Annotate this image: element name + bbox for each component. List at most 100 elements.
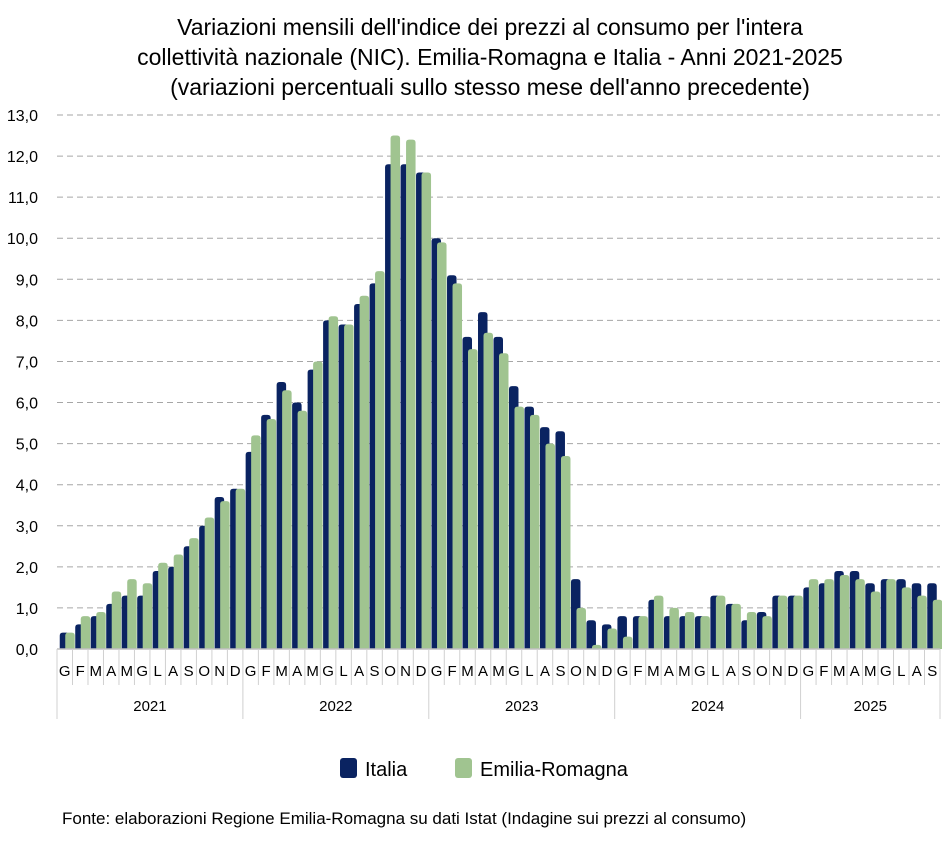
y-axis: 0,0 1,0 2,0 3,0 4,0 5,0 6,0 7,0 8,0 9,0 10,0 11,0 12… [7, 108, 38, 659]
x-month-label: N [772, 663, 783, 680]
bar-emilia-romagna [189, 538, 199, 649]
bar-emilia-romagna [483, 332, 494, 649]
x-month-label: L [525, 663, 533, 680]
x-month-label: M [461, 663, 474, 680]
x-year-label: 2022 [319, 698, 352, 715]
x-month-label: F [447, 663, 456, 680]
x-month-label: A [850, 663, 860, 680]
bar-emilia-romagna [251, 435, 261, 649]
x-month-label: S [741, 663, 751, 680]
x-month-label: A [664, 663, 674, 680]
x-month-label: G [245, 663, 257, 680]
x-month-label: M [306, 663, 319, 680]
x-month-label: F [76, 663, 85, 680]
bar-emilia-romagna [731, 603, 741, 649]
bar-emilia-romagna [715, 595, 726, 649]
legend-label: Emilia-Romagna [480, 759, 629, 781]
bar-emilia-romagna [700, 616, 710, 649]
bar-emilia-romagna [870, 591, 881, 649]
x-month-label: G [508, 663, 520, 680]
bar-emilia-romagna [313, 361, 323, 649]
chart-title-line: (variazioni percentuali sullo stesso mes… [170, 74, 810, 100]
x-month-label: A [478, 663, 488, 680]
x-month-label: F [262, 663, 271, 680]
bar-emilia-romagna [839, 575, 850, 649]
bar-emilia-romagna [576, 607, 586, 649]
bar-emilia-romagna [607, 628, 617, 649]
x-month-label: D [602, 663, 613, 680]
bar-emilia-romagna [142, 583, 153, 649]
x-month-label: M [864, 663, 877, 680]
bar-emilia-romagna [158, 562, 168, 649]
bar-emilia-romagna [886, 579, 896, 649]
x-year-label: 2024 [691, 698, 724, 715]
bar-emilia-romagna [855, 579, 865, 649]
x-month-label: A [354, 663, 364, 680]
bar-emilia-romagna [111, 591, 122, 649]
x-year-label: 2021 [133, 698, 166, 715]
bar-emilia-romagna [328, 316, 339, 649]
bar-emilia-romagna [901, 587, 912, 649]
x-month-label: A [168, 663, 178, 680]
x-month-label: O [198, 663, 210, 680]
x-month-label: S [555, 663, 565, 680]
y-tick-label: 3,0 [16, 519, 38, 536]
bar-emilia-romagna [390, 135, 401, 650]
bar-emilia-romagna [746, 612, 757, 649]
y-tick-label: 4,0 [16, 478, 38, 495]
bar-emilia-romagna [917, 595, 927, 649]
bar-emilia-romagna [297, 410, 308, 649]
x-year-label: 2023 [505, 698, 538, 715]
bar-emilia-romagna [529, 414, 540, 649]
x-month-label: N [586, 663, 597, 680]
bar-emilia-romagna [359, 295, 370, 649]
bar-emilia-romagna [173, 554, 184, 649]
y-tick-label: 6,0 [16, 396, 38, 413]
x-month-label: A [912, 663, 922, 680]
x-month-label: L [339, 663, 347, 680]
bar-emilia-romagna [235, 488, 246, 649]
y-tick-label: 11,0 [8, 190, 38, 207]
bar-emilia-romagna [762, 616, 772, 649]
bar-emilia-romagna [344, 324, 354, 649]
x-month-label: G [880, 663, 892, 680]
x-month-label: D [416, 663, 427, 680]
bar-emilia-romagna [65, 632, 75, 649]
x-month-label: M [89, 663, 102, 680]
x-month-label: L [154, 663, 162, 680]
x-month-label: O [570, 663, 582, 680]
x-month-label: G [431, 663, 443, 680]
bar-emilia-romagna [514, 406, 524, 649]
bar-emilia-romagna [808, 579, 819, 649]
bar-emilia-romagna [622, 636, 633, 649]
x-month-label: A [726, 663, 736, 680]
bar-emilia-romagna [560, 455, 571, 649]
x-month-label: N [400, 663, 411, 680]
y-tick-label: 1,0 [16, 601, 38, 618]
bar-emilia-romagna [793, 595, 803, 649]
x-month-label: G [59, 663, 71, 680]
bar-emilia-romagna [777, 595, 788, 649]
x-month-label: G [694, 663, 706, 680]
x-month-label: G [322, 663, 334, 680]
bar-emilia-romagna [452, 283, 463, 649]
chart-title-line: Variazioni mensili dell'indice dei prezz… [177, 14, 803, 40]
bar-emilia-romagna [96, 612, 106, 649]
x-month-label: S [927, 663, 937, 680]
legend-swatch [455, 758, 472, 778]
x-month-label: M [275, 663, 288, 680]
x-month-label: G [802, 663, 814, 680]
legend: Italia Emilia-Romagna [340, 758, 629, 781]
bar-emilia-romagna [127, 579, 137, 649]
x-month-label: L [711, 663, 719, 680]
x-month-label: D [787, 663, 798, 680]
x-month-label: G [617, 663, 629, 680]
bar-emilia-romagna [669, 607, 679, 649]
x-month-label: A [540, 663, 550, 680]
bar-italia [586, 620, 596, 649]
bar-emilia-romagna [282, 390, 292, 649]
y-tick-label: 0,0 [16, 642, 38, 659]
